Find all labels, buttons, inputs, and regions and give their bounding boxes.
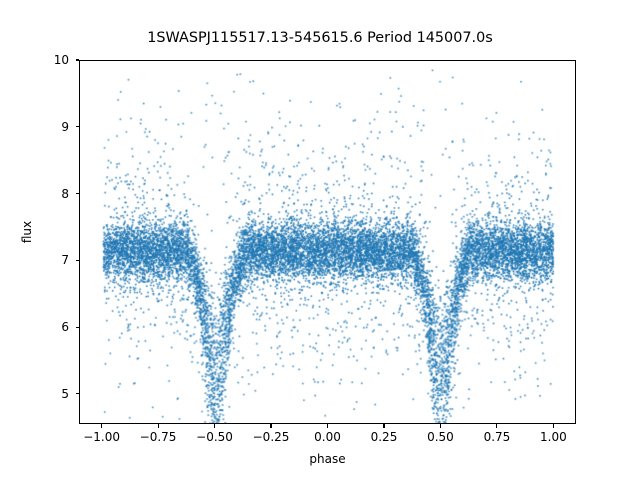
x-tick-label: −0.50 xyxy=(196,430,233,444)
y-tick-label: 6 xyxy=(61,320,69,335)
x-tick-mark xyxy=(101,424,103,428)
x-tick-mark xyxy=(326,424,329,428)
y-tick-label: 9 xyxy=(61,119,69,134)
x-axis-label: phase xyxy=(309,452,346,466)
x-tick-mark xyxy=(383,424,385,428)
y-tick-mark xyxy=(75,193,79,195)
x-tick-mark xyxy=(157,424,159,428)
x-tick-mark xyxy=(439,424,441,428)
x-tick-label: 0.25 xyxy=(370,430,398,444)
y-tick-label: 5 xyxy=(61,386,69,401)
y-axis-label: flux xyxy=(20,220,34,244)
y-tick-mark xyxy=(75,126,79,128)
page-title: 1SWASPJ115517.13-545615.6 Period 145007.… xyxy=(147,30,493,46)
scatter-data-layer xyxy=(80,61,575,423)
y-tick-mark xyxy=(75,259,79,261)
y-tick-mark xyxy=(75,393,79,395)
x-tick-label: 1.00 xyxy=(540,430,567,444)
y-tick-label: 10 xyxy=(53,53,69,67)
x-tick-label: 0.00 xyxy=(314,430,341,444)
y-tick-mark xyxy=(75,59,79,61)
x-tick-mark xyxy=(552,424,554,428)
y-tick-mark xyxy=(75,326,79,328)
plot-axes-frame xyxy=(79,60,576,424)
x-tick-label: 0.75 xyxy=(483,430,511,444)
x-tick-mark xyxy=(213,424,216,428)
x-tick-label: −0.25 xyxy=(252,430,290,444)
x-tick-mark xyxy=(270,424,272,428)
x-tick-label: −0.75 xyxy=(139,430,177,444)
x-tick-label: −1.00 xyxy=(83,430,120,444)
y-tick-label: 7 xyxy=(61,253,69,268)
x-tick-mark xyxy=(496,424,498,428)
x-tick-label: 0.50 xyxy=(427,430,454,444)
y-tick-label: 8 xyxy=(61,186,69,201)
